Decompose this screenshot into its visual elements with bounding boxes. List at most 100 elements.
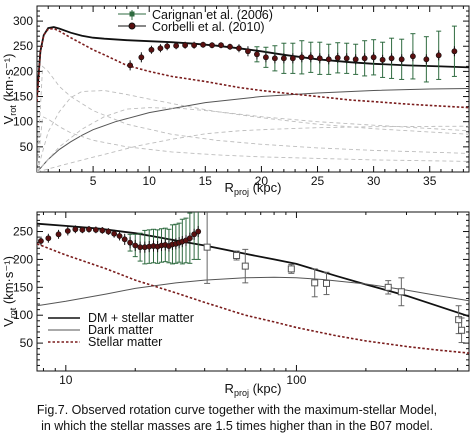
data-point-circle [388,55,395,62]
top-panel-linear: 5 10 15 20 25 30 35 50 100 150 200 250 300 Rproj (kpc… [1,5,470,197]
y-axis-label-main: V [1,115,16,124]
curves [37,26,469,172]
axis-ticks: 10 100 50 100 150 200 250 [13,212,469,387]
data-point-circle [157,45,164,52]
total-curve [37,222,469,318]
caption-line-2: in which the stellar masses are 1.5 time… [41,419,433,433]
data-point-circle [148,46,155,53]
x-tick-label: 25 [311,174,325,188]
data-point-circle [325,56,332,63]
y-tick-label: 250 [13,225,33,239]
y-axis-label-main: V [1,318,16,327]
data-point-circle [298,54,305,61]
data-point-square [233,252,241,260]
dark-curve [37,88,469,172]
data-point-circle [316,55,323,62]
data-point-circle [271,55,278,62]
x-tick-label: 5 [90,174,97,188]
y-tick-label: 100 [13,115,33,129]
data-point-circle [227,43,233,50]
data-point-circle [116,233,123,239]
stellar-curve [37,243,469,354]
x-axis-label-unit: (kpc) [249,180,282,195]
component-curve [37,116,469,172]
y-tick-label: 150 [13,90,33,104]
data-point-circle [105,228,112,235]
data-point-circle [451,48,458,55]
data-point-circle [38,238,44,244]
data-point-circle [200,41,206,48]
legend-label: Carignan et al. (2006) [152,8,273,22]
x-tick-label: 20 [255,174,269,188]
data-point-circle [72,226,79,233]
data-point-circle [254,51,260,58]
x-tick-label: 10 [143,174,157,188]
component-curve [37,125,469,172]
data-point-circle [164,43,171,50]
legend-marker-square [129,11,135,17]
data-point-circle [289,55,296,62]
data-point-circle [45,235,52,242]
data-point-square [287,265,295,273]
y-axis-label: Vrot (km·s⁻¹) [1,54,18,125]
data-point-square [458,326,466,334]
y-axis-label-sub: rot [8,307,18,318]
legend-label: Stellar matter [88,335,162,349]
data-point-circle [263,54,269,61]
y-tick-label: 250 [13,39,33,53]
data-points [38,212,466,344]
data-point-circle [127,62,134,69]
data-point-circle [343,55,350,62]
data-point-circle [173,42,180,49]
y-tick-label: 100 [13,308,33,322]
y-tick-label: 200 [13,252,33,266]
data-point-circle [307,54,314,61]
figure-caption: Fig.7. Observed rotation curve together … [0,402,474,434]
legend-label: DM + stellar matter [88,311,194,325]
y-tick-label: 300 [13,14,33,28]
data-point-circle [195,228,202,235]
data-point-circle [191,42,197,49]
x-axis-label-sub: proj [234,187,249,197]
data-point-circle [218,42,224,49]
data-point-circle [361,55,368,62]
data-point-circle [79,226,86,233]
data-point-circle [132,242,139,249]
x-tick-label: 10 [59,373,73,387]
data-point-circle [182,42,189,49]
y-axis-label-unit: (km·s⁻¹) [1,54,16,106]
data-point-square [203,243,211,251]
data-point-circle [209,42,215,49]
data-point-circle [409,53,416,60]
x-axis-label-sub: proj [234,388,249,398]
legend-label: Corbelli et al. (2010) [152,20,265,34]
x-axis-label-unit: (kpc) [249,381,282,396]
data-point-circle [191,231,198,238]
data-point-circle [138,54,145,61]
data-point-circle [245,48,251,55]
caption-line-1: Fig.7. Observed rotation curve together … [36,403,438,417]
data-point-circle [379,56,386,63]
data-point-circle [280,55,287,62]
data-point-square [397,288,405,296]
plot-frame [36,211,470,372]
legend: Carignan et al. (2006)Corbelli et al. (2… [118,8,273,34]
data-point-circle [398,56,405,63]
data-point-circle [127,239,134,246]
y-axis-label-unit: (km·s⁻¹) [1,256,16,308]
data-point-square [323,279,331,287]
data-point-square [384,283,392,291]
y-tick-label: 50 [20,140,34,154]
x-tick-label: 100 [286,373,306,387]
stellar-curve [37,27,469,109]
data-points [127,25,458,83]
data-point-circle [352,56,359,63]
component-curve [37,90,469,172]
bottom-panel-log: 10 100 50 100 150 200 250 Rproj (kpc) Vrot (km·s… [1,211,470,398]
component-curve [37,65,469,172]
data-point-circle [64,228,71,234]
x-tick-label: 15 [199,174,213,188]
data-point-circle [334,54,341,61]
